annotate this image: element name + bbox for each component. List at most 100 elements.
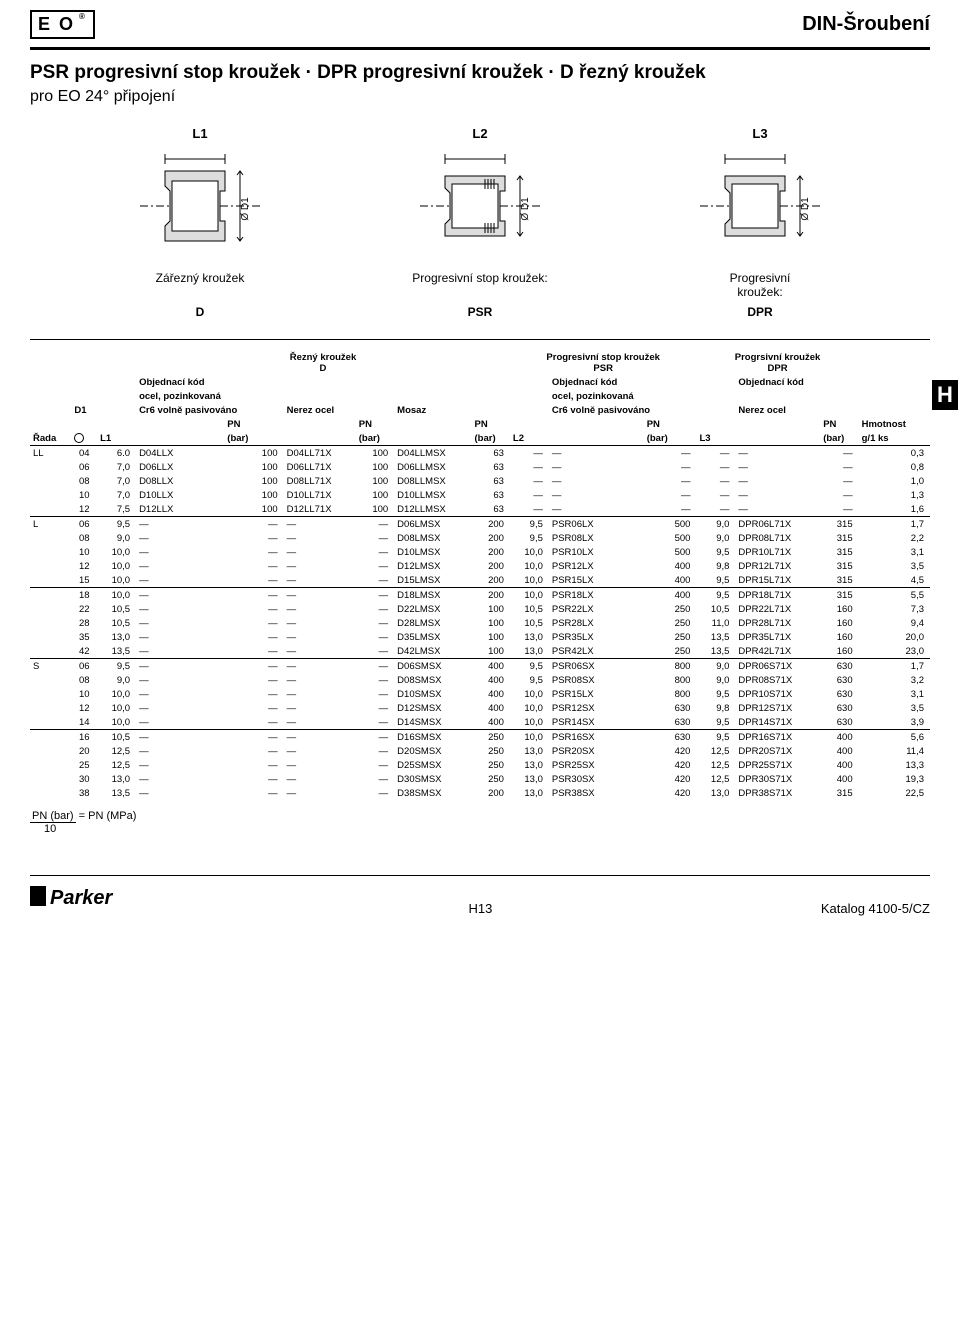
hdr-gks: g/1 ks [859, 431, 930, 446]
hdr-bar3: (bar) [472, 431, 510, 446]
table-row: 067,0D06LLX100D06LL71X100D06LLMSX63—————… [30, 460, 930, 474]
table-row: 1010,0————D10SMSX40010,0PSR15LX8009,5DPR… [30, 687, 930, 701]
logo-text: E O [38, 14, 75, 35]
table-header: Řezný kroužek D Progresivní stop kroužek… [30, 350, 930, 446]
diagram-dpr: L3 Ø D1 [690, 126, 830, 261]
hdr-nerez2: Nerez ocel [735, 403, 858, 417]
hdr-cr6b: Cr6 volně pasivováno [549, 403, 697, 417]
subcap-dpr: DPR [621, 305, 898, 319]
table-row: 1010,0————D10LMSX20010,0PSR10LX5009,5DPR… [30, 545, 930, 559]
hdr-grp-d: Řezný kroužek D [136, 350, 510, 375]
hdr-l2: L2 [510, 431, 549, 446]
table-row: 1210,0————D12LMSX20010,0PSR12LX4009,8DPR… [30, 559, 930, 573]
cap-psr: Progresivní stop kroužek: [341, 271, 618, 299]
hdr-grp-dpr: Progrsivní kroužek DPR [696, 350, 858, 375]
hdr-pn4: PN [644, 417, 697, 431]
subcap-psr: PSR [341, 305, 618, 319]
table-row: 1610,5————D16SMSX25010,0PSR16SX6309,5DPR… [30, 730, 930, 745]
diagram-d-svg: Ø D1 [130, 151, 270, 261]
table-row: 1810,0————D18LMSX20010,0PSR18LX4009,5DPR… [30, 588, 930, 603]
divider [30, 47, 930, 50]
footer-logo: Parker [30, 882, 140, 916]
table-row: 1510,0————D15LMSX20010,0PSR15LX4009,5DPR… [30, 573, 930, 588]
cap-dpr: Progresivní kroužek: [621, 271, 898, 299]
diagram-psr-svg: Ø D1 [410, 151, 550, 261]
hdr-l1: L1 [97, 431, 136, 446]
table-row: 3813,5————D38SMSX20013,0PSR38SX42013,0DP… [30, 786, 930, 800]
table-wrap: H Řezný kroužek D Progresivní stop krouž… [30, 350, 930, 800]
hdr-pn5: PN [820, 417, 858, 431]
parker-logo-svg: Parker [30, 882, 140, 910]
hdr-bar4: (bar) [644, 431, 697, 446]
hdr-ocel2: ocel, pozinkovaná [549, 389, 697, 403]
table-row: 2012,5————D20SMSX25013,0PSR20SX42012,5DP… [30, 744, 930, 758]
cap-d: Zářezný kroužek [61, 271, 338, 299]
diag-label-l1: L1 [192, 126, 207, 141]
divider [30, 339, 930, 340]
hdr-hm: Hmotnost [859, 417, 930, 431]
table-row: S069,5————D06SMSX4009,5PSR06SX8009,0DPR0… [30, 659, 930, 674]
hdr-grp-psr: Progresivní stop kroužek PSR [510, 350, 697, 375]
diagram-captions: Zářezný kroužek Progresivní stop kroužek… [30, 271, 930, 299]
hdr-bar2: (bar) [356, 431, 394, 446]
page-title: PSR progresivní stop kroužek · DPR progr… [30, 62, 930, 84]
category-title: DIN-Šroubení [802, 13, 930, 36]
hdr-obj3: Objednací kód [735, 375, 858, 389]
subcap-d: D [61, 305, 338, 319]
pn-note-top: PN (bar) [30, 810, 76, 823]
table-body: LL046.0D04LLX100D04LL71X100D04LLMSX63———… [30, 446, 930, 801]
table-row: L069,5————D06LMSX2009,5PSR06LX5009,0DPR0… [30, 517, 930, 532]
section-letter-h: H [932, 380, 958, 410]
diagrams-row: L1 Ø D1 L2 [30, 126, 930, 261]
diagram-dpr-svg: Ø D1 [690, 151, 830, 261]
hdr-rada: Řada [30, 431, 71, 446]
hdr-bar1: (bar) [224, 431, 283, 446]
table-row: 2210,5————D22LMSX10010,5PSR22LX25010,5DP… [30, 602, 930, 616]
hdr-d1: D1 [71, 403, 97, 417]
logo-reg: ® [79, 12, 87, 21]
table-row: 089,0————D08LMSX2009,5PSR08LX5009,0DPR08… [30, 531, 930, 545]
hdr-nerez1: Nerez ocel [284, 403, 395, 417]
footer-page: H13 [469, 901, 493, 916]
table-row: 3013,0————D30SMSX25013,0PSR30SX42012,5DP… [30, 772, 930, 786]
hdr-tube-icon [71, 431, 97, 446]
svg-text:Parker: Parker [50, 887, 113, 909]
hdr-pn1: PN [224, 417, 283, 431]
hdr-l3: L3 [696, 431, 735, 446]
pn-note-bot: 10 [30, 823, 70, 835]
hdr-pn2: PN [356, 417, 394, 431]
table-row: LL046.0D04LLX100D04LL71X100D04LLMSX63———… [30, 446, 930, 461]
table-row: 3513,0————D35LMSX10013,0PSR35LX25013,5DP… [30, 630, 930, 644]
pn-note-eq: = PN (MPa) [79, 810, 137, 822]
table-row: 1210,0————D12SMSX40010,0PSR12SX6309,8DPR… [30, 701, 930, 715]
logo: E O ® [30, 10, 95, 39]
diagram-psr: L2 Ø D1 [410, 126, 550, 261]
table-row: 1410,0————D14SMSX40010,0PSR14SX6309,5DPR… [30, 715, 930, 730]
hdr-cr6a: Cr6 volně pasivováno [136, 403, 284, 417]
footer-catalog: Katalog 4100-5/CZ [821, 901, 930, 916]
hdr-bar5: (bar) [820, 431, 858, 446]
table-row: 4213,5————D42LMSX10013,0PSR42LX25013,5DP… [30, 644, 930, 659]
table-row: 127,5D12LLX100D12LL71X100D12LLMSX63—————… [30, 502, 930, 517]
diag-label-l2: L2 [472, 126, 487, 141]
page-subtitle: pro EO 24° připojení [30, 88, 930, 106]
diagram-subcaptions: D PSR DPR [30, 305, 930, 319]
table-row: 087,0D08LLX100D08LL71X100D08LLMSX63—————… [30, 474, 930, 488]
hdr-pn3: PN [472, 417, 510, 431]
svg-text:Ø D1: Ø D1 [520, 197, 531, 221]
hdr-mosaz: Mosaz [394, 403, 510, 417]
hdr-ocel1: ocel, pozinkovaná [136, 389, 284, 403]
pn-note: PN (bar) = PN (MPa) 10 [30, 810, 930, 835]
table-row: 2810,5————D28LMSX10010,5PSR28LX25011,0DP… [30, 616, 930, 630]
table-row: 2512,5————D25SMSX25013,0PSR25SX42012,5DP… [30, 758, 930, 772]
table-row: 089,0————D08SMSX4009,5PSR08SX8009,0DPR08… [30, 673, 930, 687]
table-row: 107,0D10LLX100D10LL71X100D10LLMSX63—————… [30, 488, 930, 502]
hdr-obj1: Objednací kód [136, 375, 284, 389]
dia-label: Ø D1 [240, 197, 251, 221]
hdr-obj2: Objednací kód [549, 375, 697, 389]
page-footer: Parker H13 Katalog 4100-5/CZ [30, 875, 930, 916]
diag-label-l3: L3 [752, 126, 767, 141]
diagram-d: L1 Ø D1 [130, 126, 270, 261]
data-table: Řezný kroužek D Progresivní stop kroužek… [30, 350, 930, 800]
svg-text:Ø D1: Ø D1 [800, 197, 811, 221]
